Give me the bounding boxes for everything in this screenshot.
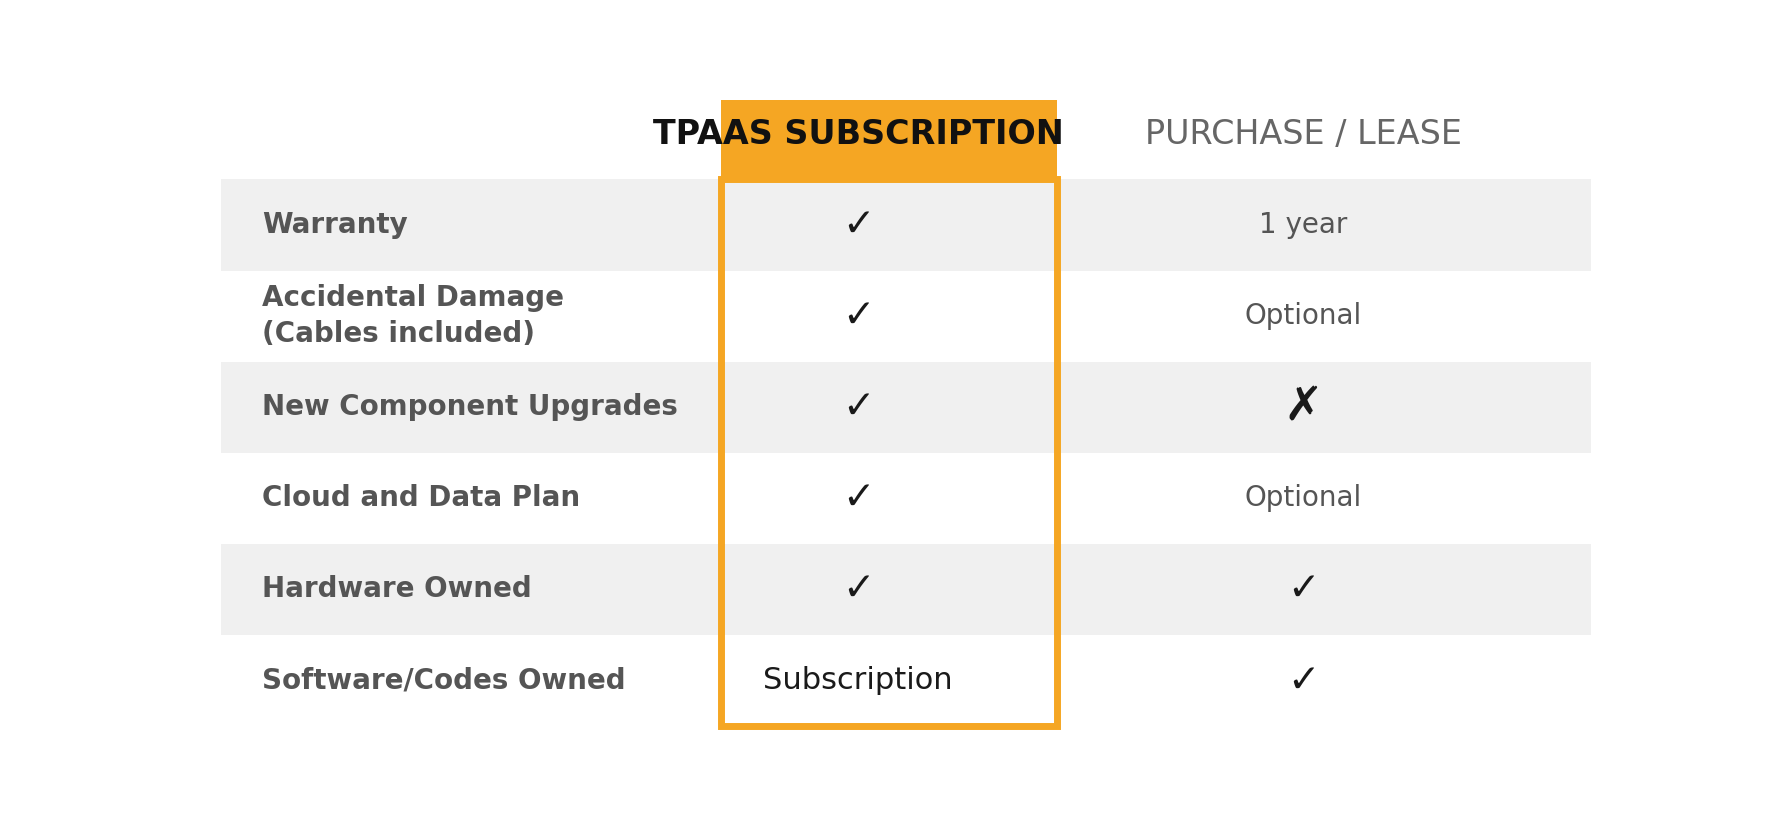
Text: Software/Codes Owned: Software/Codes Owned: [262, 666, 626, 695]
FancyBboxPatch shape: [221, 452, 1591, 544]
Text: ✓: ✓: [1287, 570, 1319, 608]
Text: Subscription: Subscription: [764, 666, 953, 695]
Text: 1 year: 1 year: [1259, 211, 1347, 239]
FancyBboxPatch shape: [221, 544, 1591, 635]
Text: Accidental Damage
(Cables included): Accidental Damage (Cables included): [262, 284, 564, 349]
FancyBboxPatch shape: [721, 100, 1057, 179]
Text: Optional: Optional: [1245, 302, 1361, 330]
Text: TPAAS SUBSCRIPTION: TPAAS SUBSCRIPTION: [652, 118, 1064, 151]
FancyBboxPatch shape: [221, 362, 1591, 452]
FancyBboxPatch shape: [221, 179, 1591, 271]
FancyBboxPatch shape: [221, 271, 1591, 362]
FancyBboxPatch shape: [221, 635, 1591, 726]
Text: Optional: Optional: [1245, 484, 1361, 512]
Text: ✓: ✓: [842, 206, 875, 244]
Text: ✓: ✓: [1287, 662, 1319, 700]
Text: Warranty: Warranty: [262, 211, 408, 239]
Text: ✓: ✓: [842, 479, 875, 517]
Text: ✓: ✓: [842, 297, 875, 335]
Text: Cloud and Data Plan: Cloud and Data Plan: [262, 484, 580, 512]
Text: ✓: ✓: [842, 570, 875, 608]
Text: ✓: ✓: [842, 388, 875, 426]
Text: New Component Upgrades: New Component Upgrades: [262, 393, 677, 421]
Text: Hardware Owned: Hardware Owned: [262, 575, 532, 603]
Text: PURCHASE / LEASE: PURCHASE / LEASE: [1146, 118, 1462, 151]
Text: ✗: ✗: [1284, 384, 1322, 430]
